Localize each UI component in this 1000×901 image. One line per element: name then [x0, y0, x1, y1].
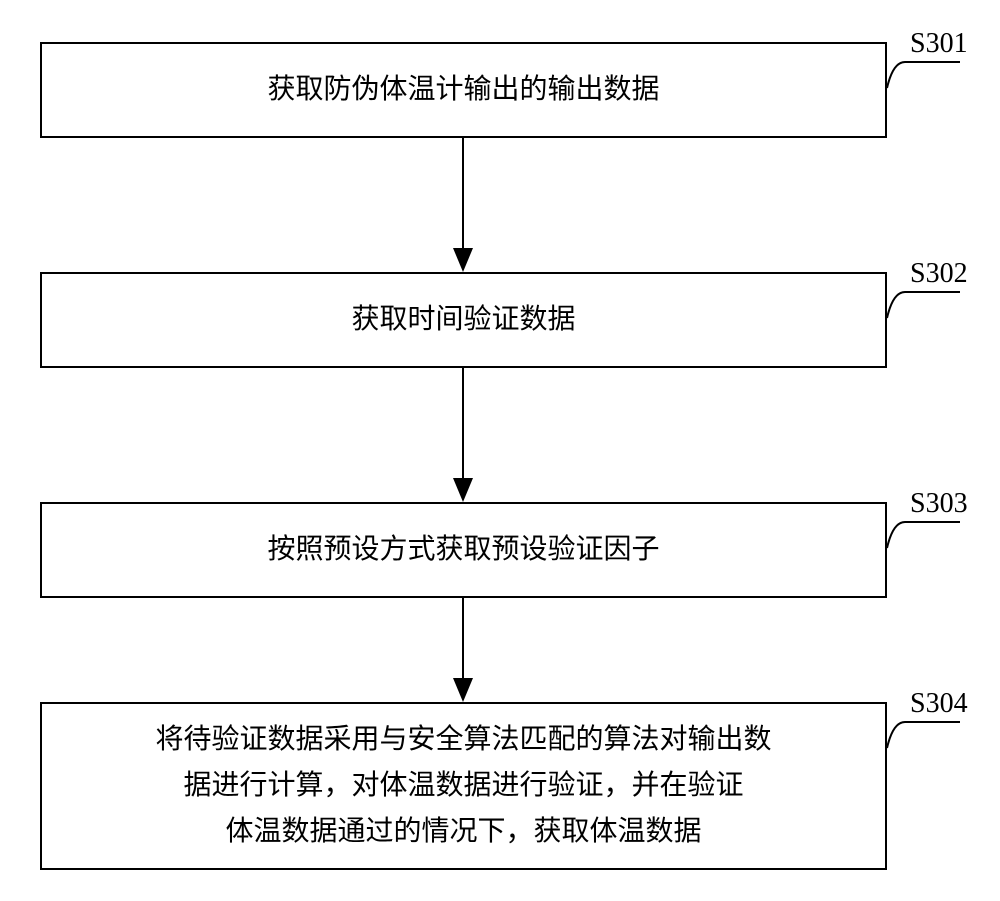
- flowchart-canvas: 获取防伪体温计输出的输出数据 S301 获取时间验证数据 S302 按照预设方式…: [0, 0, 1000, 901]
- flow-node-2: 获取时间验证数据: [40, 272, 887, 368]
- flow-node-2-text: 获取时间验证数据: [351, 297, 575, 343]
- flow-node-3: 按照预设方式获取预设验证因子: [40, 502, 887, 598]
- flow-node-4-text: 将待验证数据采用与安全算法匹配的算法对输出数据进行计算，对体温数据进行验证，并在…: [155, 717, 771, 856]
- flow-node-3-text: 按照预设方式获取预设验证因子: [267, 527, 659, 573]
- flow-node-4: 将待验证数据采用与安全算法匹配的算法对输出数据进行计算，对体温数据进行验证，并在…: [40, 702, 887, 870]
- flow-node-1: 获取防伪体温计输出的输出数据: [40, 42, 887, 138]
- step-label-1: S301: [910, 28, 968, 60]
- flow-node-1-text: 获取防伪体温计输出的输出数据: [267, 67, 659, 113]
- step-label-4: S304: [910, 688, 968, 720]
- step-label-3: S303: [910, 488, 968, 520]
- step-label-2: S302: [910, 258, 968, 290]
